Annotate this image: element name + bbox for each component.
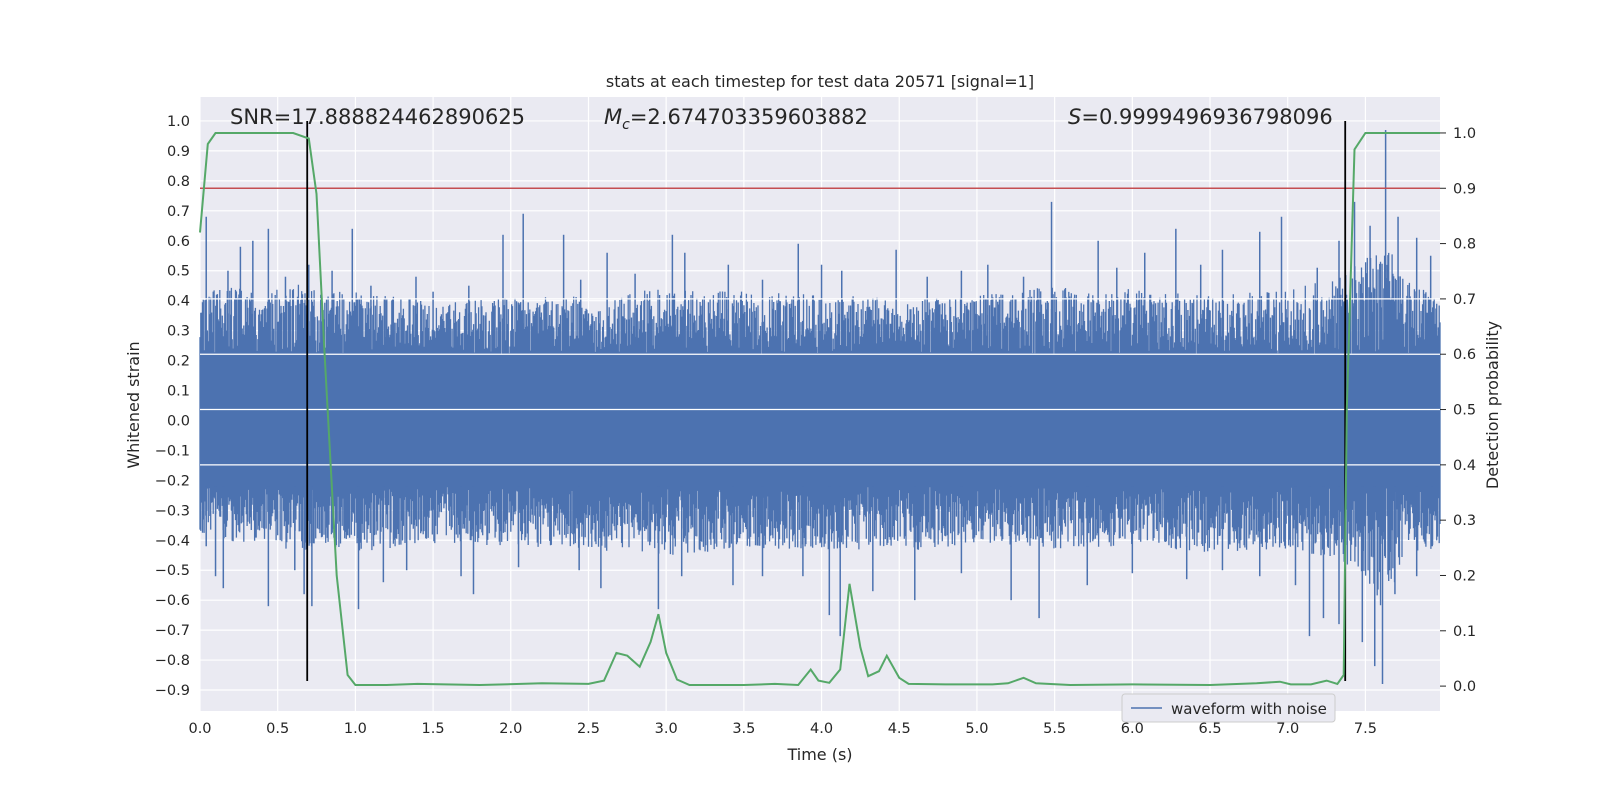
s-annotation: S=0.9999496936798096 xyxy=(1068,105,1333,129)
legend-label-waveform: waveform with noise xyxy=(1171,700,1327,718)
y2-tick-label: 0.5 xyxy=(1453,403,1476,419)
y-tick-label: 0.5 xyxy=(167,264,190,280)
y-tick-label: 0.8 xyxy=(167,174,190,190)
mc-symbol: M xyxy=(604,105,622,129)
y2-tick-label: 0.8 xyxy=(1453,237,1476,253)
y-tick-label: −0.8 xyxy=(155,653,190,669)
x-tick-label: 6.0 xyxy=(1121,721,1144,737)
x-tick-label: 5.0 xyxy=(965,721,988,737)
x-tick-label: 7.5 xyxy=(1354,721,1377,737)
x-tick-label: 4.5 xyxy=(888,721,911,737)
y2-axis-label: Detection probability xyxy=(1483,321,1502,489)
mc-annotation: Mc=2.674703359603882 xyxy=(604,105,868,133)
x-tick-label: 6.5 xyxy=(1198,721,1221,737)
y-tick-label: −0.5 xyxy=(155,563,190,579)
chart-title: stats at each timestep for test data 205… xyxy=(606,72,1034,91)
y-tick-label: 1.0 xyxy=(167,114,190,130)
y-tick-label: −0.6 xyxy=(155,593,190,609)
y2-tick-label: 0.2 xyxy=(1453,568,1476,584)
legend: waveform with noise xyxy=(1121,693,1336,723)
probability-line xyxy=(199,132,1440,687)
y2-tick-label: 1.0 xyxy=(1453,126,1476,142)
x-tick-label: 1.5 xyxy=(422,721,445,737)
mc-value: =2.674703359603882 xyxy=(630,105,868,129)
s-value: =0.9999496936798096 xyxy=(1081,105,1332,129)
y-tick-label: −0.7 xyxy=(155,623,190,639)
x-tick-label: 5.5 xyxy=(1043,721,1066,737)
x-tick-label: 4.0 xyxy=(810,721,833,737)
x-tick-label: 7.0 xyxy=(1276,721,1299,737)
probability-series xyxy=(199,132,1440,687)
mc-subscript: c xyxy=(622,117,630,133)
y2-tick-label: 0.9 xyxy=(1453,181,1476,197)
y2-tick-label: 0.3 xyxy=(1453,513,1476,529)
x-tick-label: 2.0 xyxy=(499,721,522,737)
y-axis-label: Whitened strain xyxy=(124,341,143,468)
y-tick-label: 0.7 xyxy=(167,204,190,220)
y-tick-label: −0.4 xyxy=(155,533,190,549)
x-tick-label: 1.0 xyxy=(344,721,367,737)
y-tick-label: 0.4 xyxy=(167,294,190,310)
y-tick-label: 0.3 xyxy=(167,324,190,340)
x-tick-label: 0.0 xyxy=(188,721,211,737)
y-tick-label: −0.2 xyxy=(155,473,190,489)
y2-tick-label: 0.1 xyxy=(1453,624,1476,640)
waveform-series xyxy=(199,129,1441,685)
waveform-core xyxy=(200,354,1440,487)
legend-box xyxy=(1121,693,1336,723)
x-tick-label: 3.5 xyxy=(732,721,755,737)
y-axis-ticks: 1.0 0.9 0.8 0.7 0.6 0.5 0.4 0.3 0.2 0.1 0.0 −0.1 −0.… xyxy=(155,114,190,699)
x-axis-label: Time (s) xyxy=(786,745,852,764)
x-axis-ticks: 0.0 0.5 1.0 1.5 2.0 2.5 3.0 3.5 4.0 4.5 5.0 5.5 6.0 6… xyxy=(188,721,1376,737)
y2-tick-label: 0.0 xyxy=(1453,679,1476,695)
y-tick-label: 0.2 xyxy=(167,354,190,370)
y-tick-label: −0.3 xyxy=(155,503,190,519)
y2-tick-label: 0.6 xyxy=(1453,347,1476,363)
y-tick-label: −0.1 xyxy=(155,443,190,459)
y2-tick-label: 0.7 xyxy=(1453,292,1476,308)
x-tick-label: 3.0 xyxy=(655,721,678,737)
y-tick-label: −0.9 xyxy=(155,683,190,699)
x-tick-label: 2.5 xyxy=(577,721,600,737)
y-tick-label: 0.0 xyxy=(167,413,190,429)
y-tick-label: 0.9 xyxy=(167,144,190,160)
snr-annotation: SNR=17.888824462890625 xyxy=(230,105,525,129)
x-tick-label: 0.5 xyxy=(266,721,289,737)
y2-axis-ticks: 1.0 0.9 0.8 0.7 0.6 0.5 0.4 0.3 0.2 0.1 0.0 xyxy=(1440,126,1476,695)
y2-tick-label: 0.4 xyxy=(1453,458,1476,474)
y-tick-label: 0.6 xyxy=(167,234,190,250)
y-tick-label: 0.1 xyxy=(167,384,190,400)
s-symbol: S xyxy=(1068,105,1081,129)
